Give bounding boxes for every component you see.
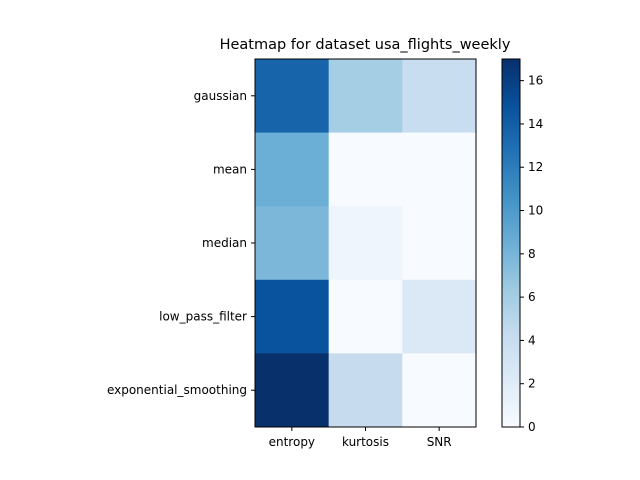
heatmap-cell-low_pass_filter-entropy xyxy=(255,279,330,354)
heatmap-cell-low_pass_filter-kurtosis xyxy=(328,279,403,354)
x-tick-label-SNR: SNR xyxy=(427,435,452,449)
colorbar xyxy=(501,58,521,428)
heatmap-cell-median-entropy xyxy=(255,206,330,281)
heatmap-cell-mean-SNR xyxy=(402,132,477,207)
heatmap-cells xyxy=(255,59,477,428)
heatmap-cell-gaussian-SNR xyxy=(402,59,477,134)
chart-title: Heatmap for dataset usa_flights_weekly xyxy=(220,37,511,53)
heatmap-cell-low_pass_filter-SNR xyxy=(402,279,477,354)
colorbar-tick-label: 8 xyxy=(528,247,536,261)
colorbar-tick-label: 10 xyxy=(528,204,543,218)
y-axis: gaussian mean median low_pass_filterexponen… xyxy=(107,89,255,397)
heatmap-cell-median-SNR xyxy=(402,206,477,281)
x-tick-label-kurtosis: kurtosis xyxy=(342,435,389,449)
colorbar-tick-label: 12 xyxy=(528,160,543,174)
y-tick-label-mean: mean xyxy=(213,162,247,176)
heatmap-cell-mean-entropy xyxy=(255,132,330,207)
colorbar-tick-label: 0 xyxy=(528,420,536,434)
y-tick-label-low_pass_filter: low_pass_filter xyxy=(159,310,247,324)
y-tick-label-gaussian: gaussian xyxy=(194,89,247,103)
y-tick-label-exponential_smoothing: exponential_smoothing xyxy=(107,383,247,397)
colorbar-tick-label: 4 xyxy=(528,333,536,347)
heatmap-cell-median-kurtosis xyxy=(328,206,403,281)
heatmap-cell-exponential_smoothing-SNR xyxy=(402,353,477,428)
colorbar-tick-label: 6 xyxy=(528,290,536,304)
heatmap-cell-exponential_smoothing-entropy xyxy=(255,353,330,428)
heatmap-cell-gaussian-entropy xyxy=(255,59,330,134)
heatmap-cell-mean-kurtosis xyxy=(328,132,403,207)
heatmap-cell-gaussian-kurtosis xyxy=(328,59,403,134)
heatmap-cell-exponential_smoothing-kurtosis xyxy=(328,353,403,428)
colorbar-tick-label: 14 xyxy=(528,117,543,131)
x-tick-label-entropy: entropy xyxy=(269,435,315,449)
y-tick-label-median: median xyxy=(202,236,247,250)
colorbar-tick-label: 2 xyxy=(528,377,536,391)
colorbar-tick-label: 16 xyxy=(528,74,543,88)
x-axis: entropy kurtosis SNR xyxy=(269,427,452,449)
colorbar-axis: 0 2 4 6 8 10 12 14 16 xyxy=(520,74,543,434)
